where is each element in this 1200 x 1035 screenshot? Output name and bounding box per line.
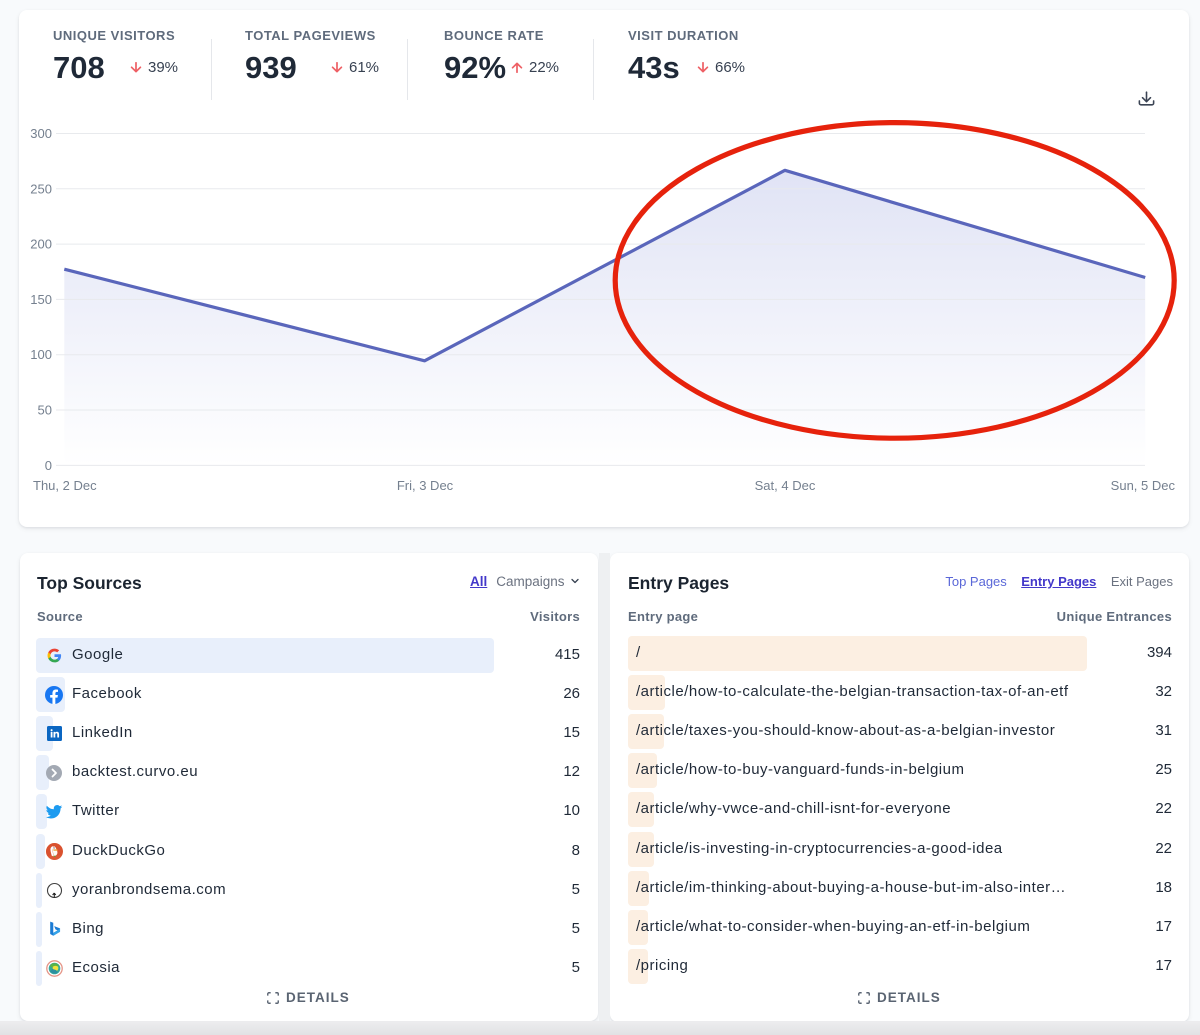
svg-text:100: 100 — [30, 347, 52, 362]
svg-text:Sat, 4 Dec: Sat, 4 Dec — [755, 478, 816, 493]
svg-text:50: 50 — [38, 403, 52, 418]
svg-text:250: 250 — [30, 181, 52, 196]
svg-text:0: 0 — [45, 458, 52, 473]
svg-text:Thu, 2 Dec: Thu, 2 Dec — [33, 478, 97, 493]
svg-text:Sun, 5 Dec: Sun, 5 Dec — [1111, 478, 1176, 493]
svg-text:200: 200 — [30, 237, 52, 252]
svg-text:Fri, 3 Dec: Fri, 3 Dec — [397, 478, 454, 493]
svg-text:150: 150 — [30, 292, 52, 307]
svg-text:300: 300 — [30, 126, 52, 141]
